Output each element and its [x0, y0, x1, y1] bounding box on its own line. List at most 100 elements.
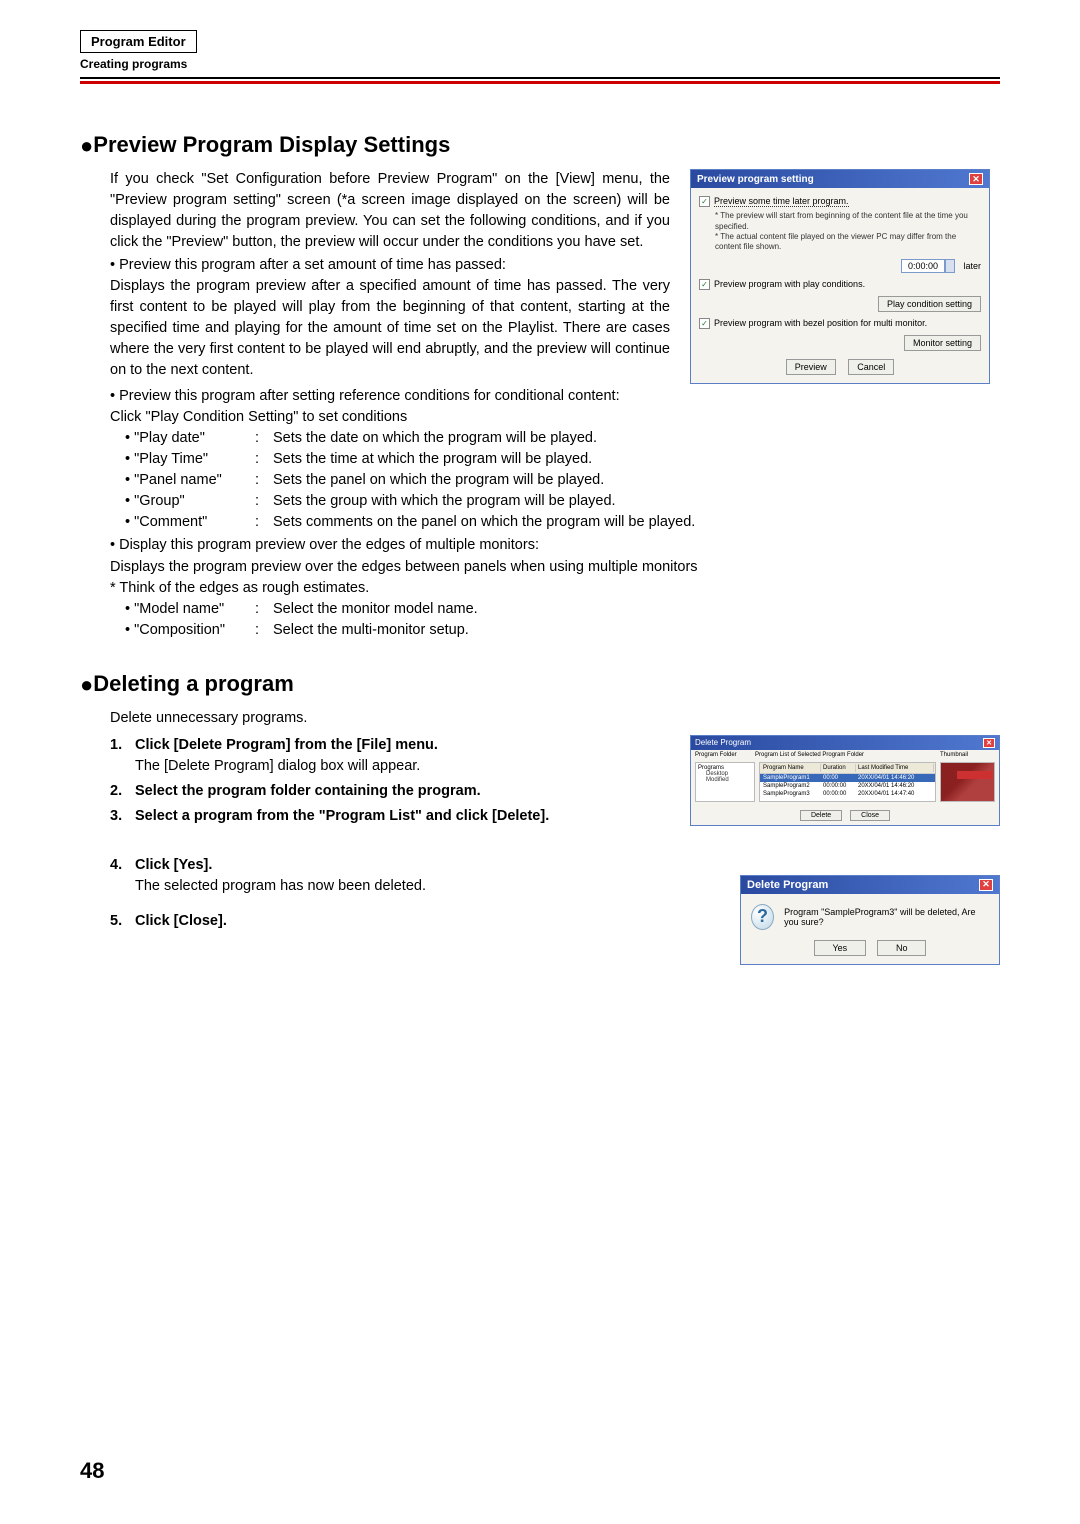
chk3-label: Preview program with bezel position for …: [714, 318, 927, 328]
close-icon[interactable]: ✕: [979, 879, 993, 891]
col-header: Program Name: [761, 764, 821, 772]
dialog2-titlebar: Delete Program ✕: [691, 736, 999, 750]
list-row[interactable]: SampleProgram2 00:00:00 20XX/04/01 14:46…: [760, 782, 935, 790]
colon: :: [255, 491, 273, 512]
delete-program-list-dialog: Delete Program ✕ Program Folder Program …: [690, 735, 1000, 826]
section2-intro: Delete unnecessary programs.: [80, 708, 1000, 729]
dialog3-title-text: Delete Program: [747, 879, 828, 891]
step-num: 1.: [110, 735, 135, 777]
def-desc: Sets the time at which the program will …: [273, 449, 1000, 470]
header-category: Program Editor: [80, 30, 197, 53]
bullet3-body: Displays the program preview over the ed…: [80, 557, 1000, 578]
def-desc: Sets comments on the panel on which the …: [273, 512, 1000, 533]
confirm-message: Program "SampleProgram3" will be deleted…: [784, 907, 989, 927]
step-num: 4.: [110, 855, 135, 897]
yes-button[interactable]: Yes: [814, 940, 867, 956]
def-desc: Select the monitor model name.: [273, 599, 1000, 620]
main-content: ●Preview Program Display Settings If you…: [0, 92, 1080, 965]
close-icon[interactable]: ✕: [983, 738, 995, 748]
defs-list: • "Play date":Sets the date on which the…: [80, 428, 1000, 533]
close-icon[interactable]: ✕: [969, 173, 983, 185]
step5-bold: Click [Close].: [135, 913, 227, 929]
cancel-button[interactable]: Cancel: [848, 359, 894, 375]
colon: :: [255, 512, 273, 533]
section-title-delete: ●Deleting a program: [80, 671, 1000, 698]
section1-title-text: Preview Program Display Settings: [93, 132, 450, 157]
confirm-delete-dialog: Delete Program ✕ ? Program "SampleProgra…: [740, 875, 1000, 965]
play-condition-button[interactable]: Play condition setting: [878, 296, 981, 312]
list-row[interactable]: SampleProgram3 00:00:00 20XX/04/01 14:47…: [760, 790, 935, 798]
note2: * The actual content file played on the …: [699, 232, 981, 253]
bullet1-body: Displays the program preview after a spe…: [80, 276, 670, 381]
preview-button[interactable]: Preview: [786, 359, 836, 375]
step-num: 3.: [110, 806, 135, 827]
section2-title-text: Deleting a program: [93, 671, 293, 696]
preview-setting-dialog: Preview program setting ✕ ✓ Preview some…: [690, 169, 990, 384]
step3-bold: Select a program from the "Program List"…: [135, 808, 549, 824]
step-num: 5.: [110, 911, 135, 932]
def-term: • "Group": [125, 491, 255, 512]
def-term: • "Play Time": [125, 449, 255, 470]
colon: :: [255, 428, 273, 449]
def-term: • "Panel name": [125, 470, 255, 491]
checkbox-icon[interactable]: ✓: [699, 196, 710, 207]
bullet-icon: ●: [80, 672, 93, 697]
def-term: • "Comment": [125, 512, 255, 533]
step-num: 2.: [110, 781, 135, 802]
tree-item[interactable]: Modified: [698, 777, 752, 783]
section1-intro: If you check "Set Configuration before P…: [80, 169, 670, 253]
def-desc: Sets the group with which the program wi…: [273, 491, 1000, 512]
red-rule: [80, 81, 1000, 84]
step1-bold: Click [Delete Program] from the [File] m…: [135, 737, 438, 753]
header-subtitle: Creating programs: [80, 57, 1000, 71]
bullet1-head: • Preview this program after a set amoun…: [110, 257, 506, 273]
close-button[interactable]: Close: [850, 810, 890, 821]
bullet2-head: • Preview this program after setting ref…: [110, 388, 620, 404]
col-header: Last Modified Time: [856, 764, 934, 772]
page-header: Program Editor Creating programs: [0, 0, 1080, 92]
def-term: • "Composition": [125, 620, 255, 641]
no-button[interactable]: No: [877, 940, 927, 956]
thumbnail-panel: [940, 762, 995, 802]
header-rule: [80, 77, 1000, 79]
bullet3-note: * Think of the edges as rough estimates.: [80, 578, 1000, 599]
program-list[interactable]: Program Name Duration Last Modified Time…: [759, 762, 936, 802]
question-icon: ?: [751, 904, 774, 930]
monitor-setting-button[interactable]: Monitor setting: [904, 335, 981, 351]
folder-label: Program Folder: [695, 752, 755, 758]
def-term: • "Model name": [125, 599, 255, 620]
step4-bold: Click [Yes].: [135, 857, 212, 873]
note1: * The preview will start from beginning …: [699, 211, 981, 232]
delete-button[interactable]: Delete: [800, 810, 842, 821]
step4-sub: The selected program has now been delete…: [135, 878, 426, 894]
folder-tree[interactable]: Programs Desktop Modified: [695, 762, 755, 802]
dialog3-titlebar: Delete Program ✕: [741, 876, 999, 894]
list-label: Program List of Selected Program Folder: [755, 752, 940, 758]
bullet2-body: Click "Play Condition Setting" to set co…: [80, 407, 1000, 428]
col-header: Duration: [821, 764, 856, 772]
spinner-icon[interactable]: [945, 259, 955, 273]
colon: :: [255, 599, 273, 620]
colon: :: [255, 470, 273, 491]
thumb-overlay: [957, 771, 992, 779]
thumbnail-image: [940, 762, 995, 802]
checkbox-icon[interactable]: ✓: [699, 279, 710, 290]
colon: :: [255, 620, 273, 641]
step1-sub: The [Delete Program] dialog box will app…: [135, 758, 420, 774]
chk1-label: Preview some time later program.: [714, 196, 849, 207]
def-desc: Sets the date on which the program will …: [273, 428, 1000, 449]
dialog1-title-text: Preview program setting: [697, 174, 814, 185]
dialog1-titlebar: Preview program setting ✕: [691, 170, 989, 188]
list-row[interactable]: SampleProgram1 00:00 20XX/04/01 14:46:20: [760, 774, 935, 782]
bullet-icon: ●: [80, 133, 93, 158]
step2-bold: Select the program folder containing the…: [135, 783, 481, 799]
defs2-list: • "Model name":Select the monitor model …: [80, 599, 1000, 641]
colon: :: [255, 449, 273, 470]
section-title-preview: ●Preview Program Display Settings: [80, 132, 1000, 159]
checkbox-icon[interactable]: ✓: [699, 318, 710, 329]
def-desc: Sets the panel on which the program will…: [273, 470, 1000, 491]
page-number: 48: [80, 1458, 104, 1484]
time-input[interactable]: 0:00:00: [901, 259, 945, 273]
bullet3-head: • Display this program preview over the …: [80, 535, 1000, 556]
def-term: • "Play date": [125, 428, 255, 449]
